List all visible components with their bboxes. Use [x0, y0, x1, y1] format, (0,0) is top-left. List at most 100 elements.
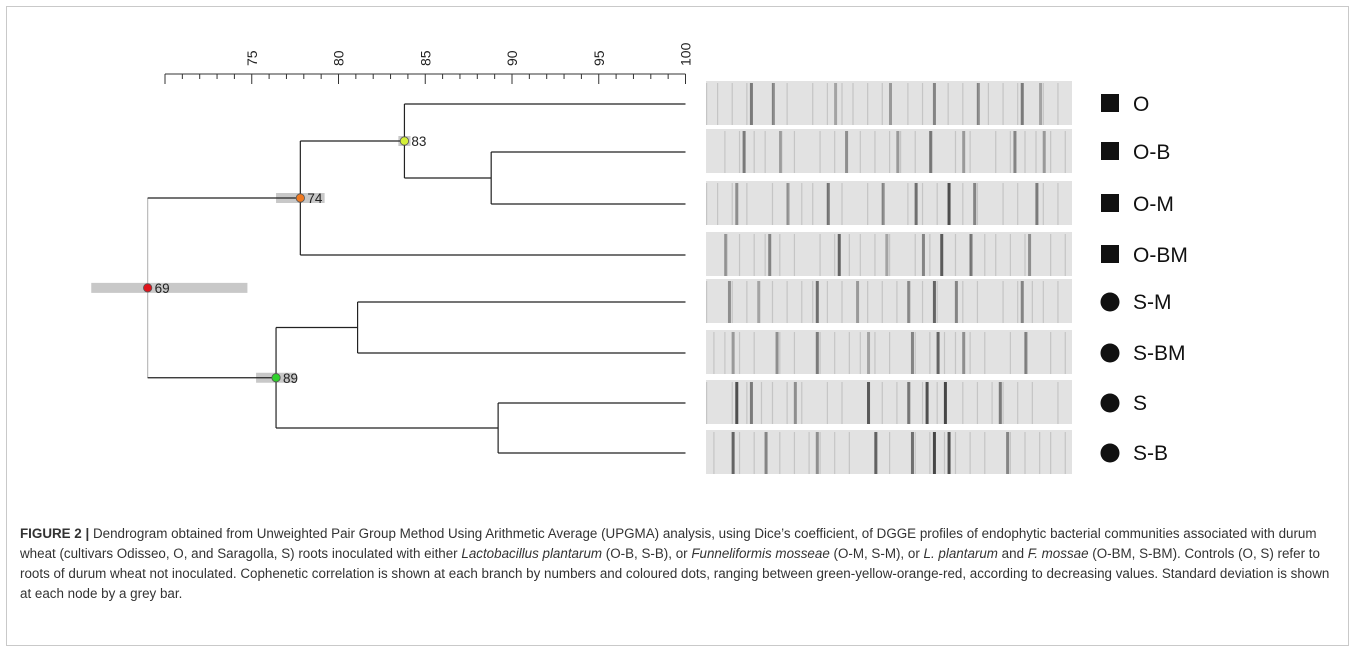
gel-band: [929, 131, 933, 173]
gel-band: [735, 183, 739, 225]
gel-band: [907, 281, 911, 323]
gel-band-faint: [713, 432, 715, 474]
gel-band-faint: [881, 281, 883, 323]
gel-band-faint: [1024, 332, 1026, 374]
gel-band-faint: [889, 131, 891, 173]
sample-label: S-M: [1133, 291, 1172, 314]
gel-band: [925, 382, 929, 424]
gel-band-faint: [1002, 183, 1004, 225]
gel-band: [874, 432, 878, 474]
gel-band: [947, 183, 951, 225]
node-dot: [295, 193, 305, 203]
gel-band-faint: [867, 382, 869, 424]
gel-band-faint: [936, 281, 938, 323]
figure-caption: FIGURE 2 | Dendrogram obtained from Unwe…: [20, 524, 1338, 604]
gel-band-faint: [1050, 332, 1052, 374]
gel-band-faint: [881, 83, 883, 125]
gel-lane-gap: [706, 125, 1072, 128]
scale-tick-label: 95: [591, 50, 607, 66]
gel-band-faint: [962, 382, 964, 424]
gel-band-faint: [1050, 432, 1052, 474]
circle-marker-icon: [1100, 443, 1120, 463]
gel-band-faint: [969, 234, 971, 276]
gel-band-faint: [731, 281, 733, 323]
gel-band: [779, 131, 783, 173]
scale-tick-label: 90: [504, 50, 520, 66]
gel-band-faint: [889, 332, 891, 374]
node-value-label: 69: [155, 281, 170, 296]
gel-band-faint: [793, 432, 796, 474]
caption-text-2: (O-B, S-B), or: [602, 546, 692, 561]
gel-band-faint: [914, 234, 916, 276]
gel-band-faint: [1009, 131, 1011, 173]
gel-band-faint: [1064, 131, 1066, 173]
gel-band: [742, 131, 746, 173]
gel-band-faint: [914, 131, 916, 173]
gel-band: [731, 332, 735, 374]
gel-band-faint: [1024, 131, 1026, 173]
gel-band-faint: [834, 234, 836, 276]
gel-band-faint: [753, 432, 755, 474]
gel-band: [775, 332, 779, 374]
caption-lead: FIGURE 2 |: [20, 526, 90, 541]
gel-band-faint: [771, 281, 774, 323]
gel-band: [936, 332, 940, 374]
gel-band: [1006, 432, 1010, 474]
gel-band: [940, 234, 944, 276]
gel-band-faint: [1017, 281, 1019, 323]
gel-band-faint: [1009, 332, 1011, 374]
gel-band-faint: [929, 432, 931, 474]
gel-lane: [706, 430, 1072, 476]
gel-band-faint: [786, 382, 788, 424]
gel-band-faint: [1031, 281, 1033, 323]
gel-band-faint: [713, 332, 715, 374]
node-value-label: 83: [411, 134, 426, 149]
gel-band-faint: [1042, 183, 1044, 225]
gel-band: [932, 432, 936, 474]
gel-band: [845, 131, 849, 173]
dgge-gel-image: [706, 81, 1072, 477]
gel-band-faint: [969, 131, 971, 173]
gel-band-faint: [848, 432, 850, 474]
gel-band-faint: [1057, 382, 1059, 424]
gel-band-faint: [929, 234, 931, 276]
gel-band: [826, 183, 830, 225]
square-marker-icon: [1101, 194, 1119, 212]
gel-band-faint: [812, 183, 814, 225]
gel-band-faint: [874, 332, 876, 374]
square-marker-icon: [1101, 245, 1119, 263]
gel-band-faint: [976, 183, 979, 225]
gel-band-faint: [753, 131, 755, 173]
gel-lane-gap: [706, 173, 1072, 176]
gel-band: [881, 183, 885, 225]
sample-label: O-BM: [1133, 244, 1188, 267]
gel-band: [731, 432, 735, 474]
caption-species-2: Funneliformis mosseae: [691, 546, 830, 561]
gel-band-faint: [746, 183, 748, 225]
gel-band-faint: [921, 281, 924, 323]
gel-band-faint: [907, 183, 909, 225]
gel-band-faint: [753, 332, 755, 374]
gel-band-faint: [947, 83, 949, 125]
sample-labels: O O-B O-M O-BM S-M S-BM S S-B: [1100, 93, 1188, 465]
gel-band: [1024, 332, 1028, 374]
gel-band-faint: [753, 234, 755, 276]
gel-band-faint: [746, 281, 748, 323]
gel-band: [764, 432, 768, 474]
gel-band-faint: [786, 83, 788, 125]
gel-band-faint: [881, 382, 883, 424]
dendrogram-branches: [147, 103, 686, 454]
gel-band: [1028, 234, 1032, 276]
circle-marker-icon: [1100, 393, 1120, 413]
sample-label: O: [1133, 93, 1149, 116]
gel-band-faint: [786, 183, 788, 225]
gel-band: [1042, 131, 1046, 173]
gel-band: [962, 332, 966, 374]
gel-band-faint: [841, 382, 843, 424]
gel-band-faint: [841, 281, 843, 323]
gel-lane-gap: [706, 374, 1072, 377]
node-dot: [271, 373, 281, 383]
gel-band-faint: [874, 131, 876, 173]
circle-marker-icon: [1100, 343, 1120, 363]
gel-lane-gap: [706, 276, 1072, 279]
